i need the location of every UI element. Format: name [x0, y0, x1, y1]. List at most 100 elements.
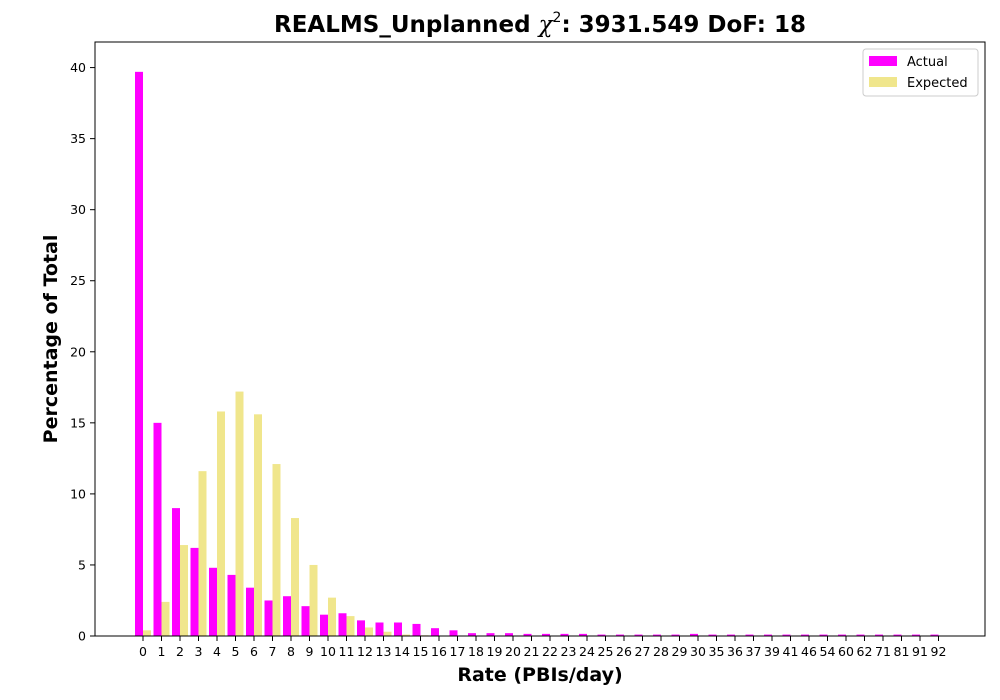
x-tick-label: 91	[912, 644, 928, 659]
axes-frame	[94, 41, 986, 637]
bar-actual-15	[412, 623, 421, 636]
bar-expected-13	[383, 631, 392, 636]
x-tick-label: 16	[431, 644, 447, 659]
legend-label-actual: Actual	[907, 55, 948, 70]
legend-swatch-actual	[869, 56, 897, 66]
bar-actual-1	[153, 422, 162, 636]
bar-expected-9	[309, 564, 318, 636]
bar-actual-27	[634, 634, 643, 636]
x-tick-label: 92	[931, 644, 947, 659]
plot-area	[135, 71, 939, 637]
bar-actual-25	[597, 634, 606, 636]
x-tick-label: 21	[524, 644, 540, 659]
x-tick-label: 62	[857, 644, 873, 659]
x-tick-label: 3	[195, 644, 203, 659]
bar-actual-39	[764, 634, 772, 636]
x-tick-label: 54	[820, 644, 836, 659]
x-tick-label: 28	[653, 644, 669, 659]
bar-expected-2	[180, 545, 188, 636]
x-tick-label: 4	[213, 644, 221, 659]
x-tick-label: 37	[746, 644, 762, 659]
y-tick-label: 20	[70, 344, 86, 359]
x-tick-label: 6	[250, 644, 258, 659]
bar-actual-30	[690, 633, 698, 636]
x-tick-label: 9	[306, 644, 314, 659]
x-tick-label: 30	[690, 644, 706, 659]
x-tick-label: 11	[339, 644, 355, 659]
bar-actual-4	[209, 567, 217, 636]
bar-actual-3	[190, 547, 199, 636]
bar-actual-37	[745, 634, 754, 636]
bar-expected-8	[291, 518, 299, 636]
bar-actual-29	[671, 634, 680, 636]
bar-actual-62	[856, 634, 865, 636]
y-tick-label: 0	[78, 629, 86, 644]
bar-actual-6	[246, 587, 254, 636]
bar-actual-81	[893, 634, 902, 636]
legend-swatch-expected	[869, 77, 897, 87]
bar-actual-16	[431, 628, 439, 636]
x-tick-label: 71	[875, 644, 891, 659]
y-tick-label: 35	[70, 131, 86, 146]
x-tick-label: 17	[450, 644, 466, 659]
x-tick-label: 26	[616, 644, 632, 659]
bar-actual-46	[801, 634, 809, 636]
x-tick-label: 15	[413, 644, 429, 659]
x-tick-label: 0	[139, 644, 147, 659]
legend: Actual Expected	[862, 48, 979, 97]
x-tick-label: 24	[579, 644, 595, 659]
bar-actual-9	[301, 606, 310, 636]
bar-actual-35	[708, 634, 717, 636]
x-tick-label: 23	[561, 644, 577, 659]
bar-actual-0	[135, 71, 143, 637]
bar-expected-4	[217, 411, 225, 636]
bar-expected-1	[161, 601, 170, 636]
bar-actual-41	[782, 634, 791, 636]
bar-expected-0	[143, 630, 151, 636]
x-tick-label: 1	[158, 644, 166, 659]
bar-expected-11	[346, 616, 355, 636]
x-tick-label: 29	[672, 644, 688, 659]
bar-actual-91	[912, 634, 920, 636]
bar-expected-6	[254, 414, 262, 636]
bar-actual-19	[486, 633, 495, 636]
bar-actual-20	[505, 633, 513, 636]
bar-expected-3	[198, 471, 207, 636]
bar-actual-60	[838, 634, 846, 636]
legend-label-expected: Expected	[907, 76, 968, 91]
x-tick-label: 13	[376, 644, 392, 659]
bar-actual-14	[394, 622, 402, 636]
bar-expected-14	[402, 634, 410, 636]
x-tick-label: 46	[801, 644, 817, 659]
y-tick-label: 25	[70, 273, 86, 288]
bar-actual-54	[819, 634, 828, 636]
x-tick-label: 20	[505, 644, 521, 659]
bar-expected-10	[328, 597, 336, 636]
x-tick-label: 8	[287, 644, 295, 659]
x-tick-label: 27	[635, 644, 651, 659]
y-tick-label: 5	[78, 557, 86, 572]
bar-actual-18	[468, 633, 476, 636]
x-tick-label: 41	[783, 644, 799, 659]
bar-actual-12	[357, 620, 365, 636]
y-tick-label: 30	[70, 202, 86, 217]
x-axis: 0 1 2 3 4 5 6 7 8 9 10 11 12 13 14 15 16 17 18 19 20 21 22 23 24…	[139, 636, 946, 659]
bar-actual-21	[523, 633, 532, 636]
bar-actual-11	[338, 613, 347, 636]
x-tick-label: 81	[894, 644, 910, 659]
x-tick-label: 22	[542, 644, 558, 659]
bar-actual-36	[727, 634, 735, 636]
x-tick-label: 2	[176, 644, 184, 659]
x-tick-label: 60	[838, 644, 854, 659]
bar-actual-71	[875, 634, 883, 636]
bar-actual-26	[616, 634, 624, 636]
bar-actual-7	[264, 600, 273, 636]
x-tick-label: 14	[394, 644, 410, 659]
chart-title: REALMS_Unplanned χ2: 3931.549 DoF: 18	[274, 10, 806, 38]
bar-actual-10	[320, 614, 328, 636]
bar-actual-22	[542, 633, 550, 636]
x-tick-label: 35	[709, 644, 725, 659]
y-axis: 0 5 10 15 20 25 30 35 40	[70, 60, 95, 644]
bar-expected-5	[235, 391, 244, 636]
x-tick-label: 10	[320, 644, 336, 659]
